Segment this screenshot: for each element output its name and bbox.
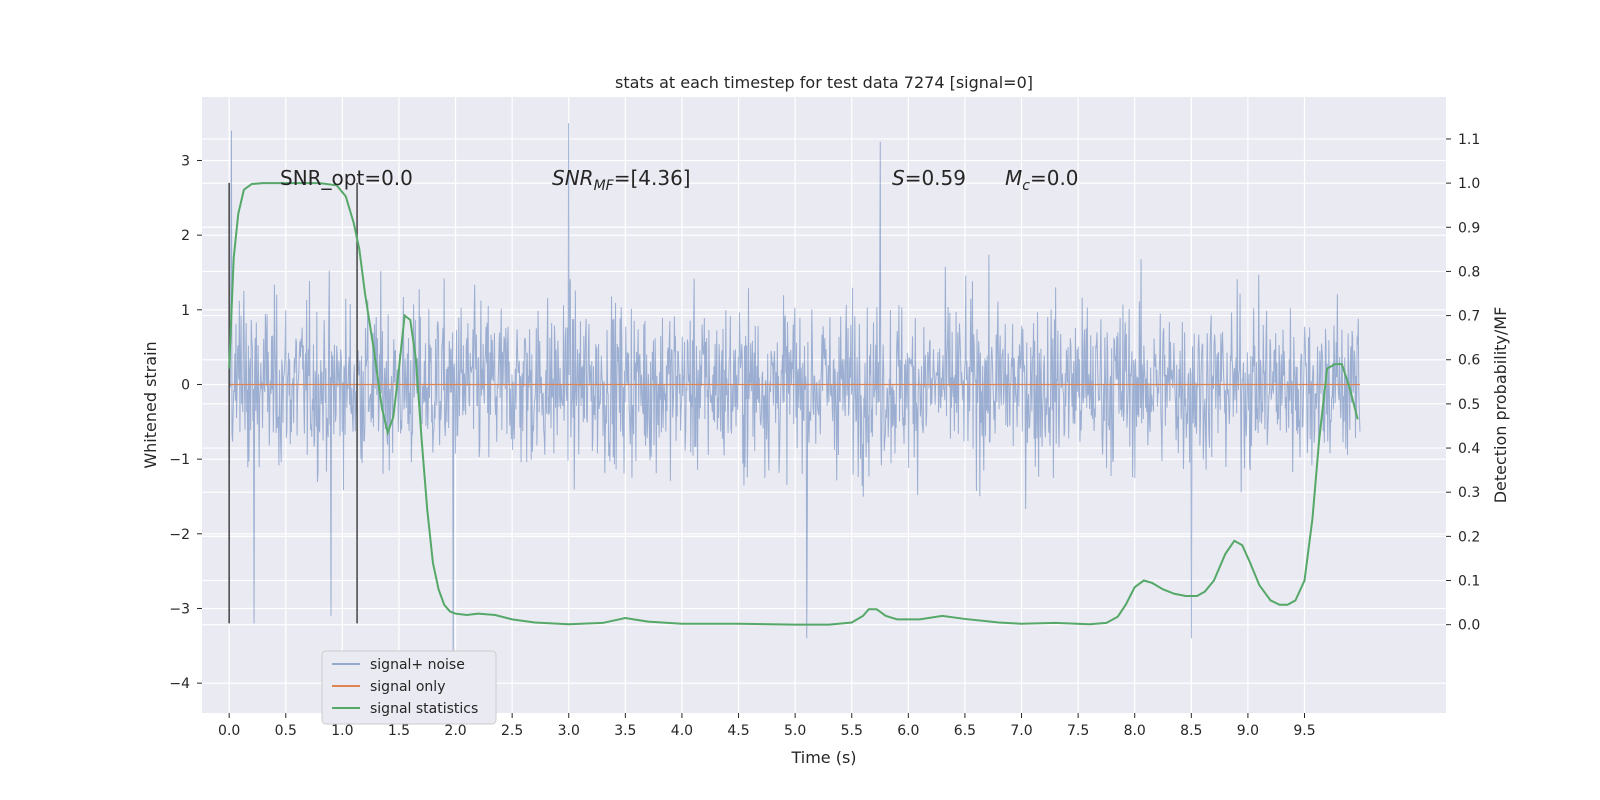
vertical-lines: [228, 182, 358, 624]
y2-tick-label: 0.3: [1458, 485, 1480, 501]
y-tick-label: 3: [181, 153, 190, 169]
y-tick-label: 0: [181, 377, 190, 393]
x-tick-label: 9.0: [1237, 723, 1259, 739]
x-tick-label: 4.5: [727, 723, 749, 739]
x-axis-ticks: 0.0 0.5 1.0 1.5 2.0 2.5 3.0 3.5 4.0 4.5 5.0 5.5 6.0 6…: [218, 713, 1316, 739]
series-signal-statistics: [228, 182, 1359, 626]
stats-line: [228, 182, 1359, 626]
y-tick-label: −1: [169, 452, 190, 468]
y2-tick-label: 0.0: [1458, 618, 1480, 634]
y2-tick-label: 0.1: [1458, 574, 1480, 590]
y2-axis-ticks: 1.1 1.0 0.9 0.8 0.7 0.6 0.5 0.4 0.3 0.2 0.1 0.0: [1446, 132, 1480, 634]
legend-box: [321, 650, 497, 725]
x-tick-label: 8.0: [1124, 723, 1146, 739]
legend-label-signal: signal only: [370, 679, 445, 695]
series-signal-noise: [228, 123, 1361, 684]
x-tick-label: 8.5: [1180, 723, 1202, 739]
y2-tick-label: 0.6: [1458, 353, 1480, 369]
x-tick-label: 3.5: [614, 723, 636, 739]
x-tick-label: 6.0: [897, 723, 919, 739]
y2-axis-label: Detection probability/MF: [1491, 307, 1510, 504]
y-tick-label: −4: [169, 676, 190, 692]
y2-tick-label: 1.1: [1458, 132, 1480, 148]
y2-tick-label: 0.7: [1458, 309, 1480, 325]
x-tick-label: 6.5: [954, 723, 976, 739]
x-tick-label: 1.5: [388, 723, 410, 739]
x-tick-label: 3.0: [558, 723, 580, 739]
y-tick-label: 2: [181, 228, 190, 244]
x-tick-label: 7.0: [1010, 723, 1032, 739]
noise-line: [228, 123, 1361, 684]
x-tick-label: 2.5: [501, 723, 523, 739]
x-tick-label: 9.5: [1293, 723, 1315, 739]
y2-tick-label: 1.0: [1458, 176, 1480, 192]
legend-label-stats: signal statistics: [370, 701, 478, 717]
annotation-mc: Mc=0.0: [1005, 166, 1079, 194]
y-axis-ticks: 3 2 1 0 −1 −2 −3 −4: [169, 153, 202, 692]
chart-title: stats at each timestep for test data 727…: [615, 73, 1033, 92]
y-tick-label: 1: [181, 303, 190, 319]
legend: signal+ noise signal only signal statist…: [321, 650, 497, 725]
grid: [202, 97, 1446, 713]
x-tick-label: 0.0: [218, 723, 240, 739]
y-tick-label: −2: [169, 527, 190, 543]
x-tick-label: 7.5: [1067, 723, 1089, 739]
legend-label-noise: signal+ noise: [370, 657, 465, 673]
y2-tick-label: 0.5: [1458, 397, 1480, 413]
annotation-snr-mf: SNRMF=[4.36]: [552, 166, 691, 194]
y2-tick-label: 0.9: [1458, 220, 1480, 236]
x-tick-label: 5.5: [841, 723, 863, 739]
y-tick-label: −3: [169, 601, 190, 617]
y2-tick-label: 0.4: [1458, 441, 1480, 457]
annotation-s: S=0.59: [892, 166, 966, 190]
x-axis-label: Time (s): [790, 748, 856, 767]
x-tick-label: 2.0: [444, 723, 466, 739]
x-tick-label: 5.0: [784, 723, 806, 739]
y-axis-label: Whitened strain: [141, 341, 160, 468]
x-tick-label: 0.5: [275, 723, 297, 739]
y2-tick-label: 0.2: [1458, 529, 1480, 545]
annotation-snr-opt: SNR_opt=0.0: [280, 166, 413, 190]
y2-tick-label: 0.8: [1458, 264, 1480, 280]
x-tick-label: 1.0: [331, 723, 353, 739]
x-tick-label: 4.0: [671, 723, 693, 739]
